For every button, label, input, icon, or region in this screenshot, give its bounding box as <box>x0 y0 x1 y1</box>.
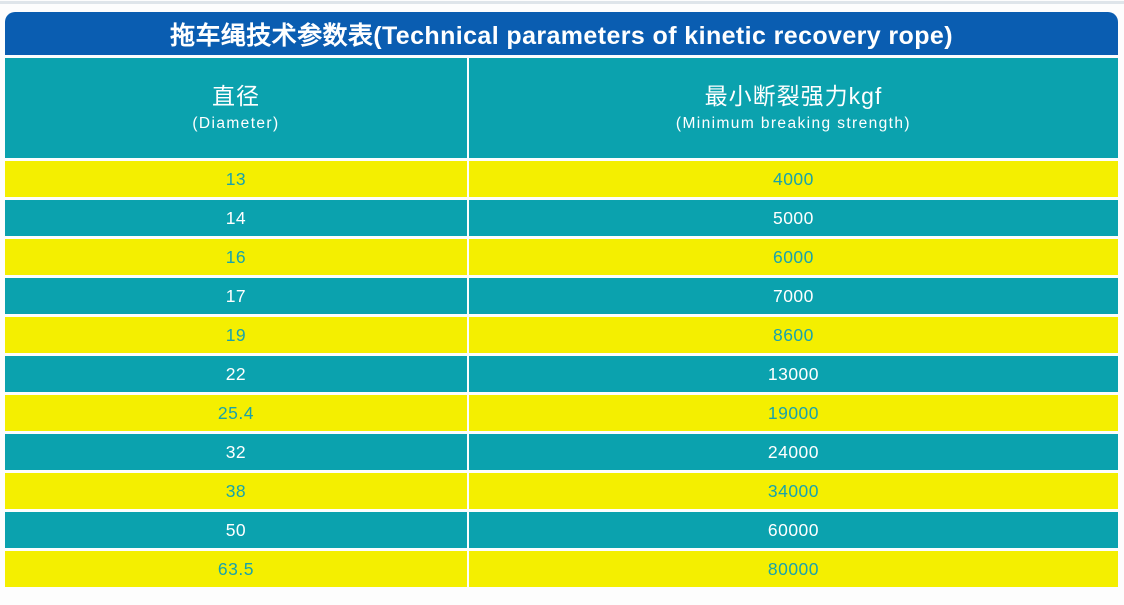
diameter-cell: 63.5 <box>5 551 467 587</box>
diameter-cell: 32 <box>5 434 467 470</box>
table-row: 50 60000 <box>5 512 1118 548</box>
diameter-cell: 17 <box>5 278 467 314</box>
table-title-bar: 拖车绳技术参数表(Technical parameters of kinetic… <box>5 12 1118 55</box>
strength-cell: 60000 <box>468 512 1118 548</box>
strength-cell: 5000 <box>468 200 1118 236</box>
strength-cell: 24000 <box>468 434 1118 470</box>
strength-cell: 19000 <box>468 395 1118 431</box>
table-row: 32 24000 <box>5 434 1118 470</box>
diameter-cell: 25.4 <box>5 395 467 431</box>
table-header-row: 直径 (Diameter) 最小断裂强力kgf (Minimum breakin… <box>5 58 1118 158</box>
table-row: 38 34000 <box>5 473 1118 509</box>
table-row: 17 7000 <box>5 278 1118 314</box>
top-divider-line <box>0 1 1124 4</box>
table-title: 拖车绳技术参数表(Technical parameters of kinetic… <box>170 21 953 50</box>
strength-header-en: (Minimum breaking strength) <box>675 114 911 132</box>
diameter-cell: 38 <box>5 473 467 509</box>
diameter-cell: 13 <box>5 161 467 197</box>
strength-cell: 8600 <box>468 317 1118 353</box>
table-row: 63.5 80000 <box>5 551 1118 587</box>
strength-cell: 13000 <box>468 356 1118 392</box>
diameter-cell: 16 <box>5 239 467 275</box>
parameters-table: 拖车绳技术参数表(Technical parameters of kinetic… <box>5 12 1118 590</box>
diameter-cell: 22 <box>5 356 467 392</box>
strength-cell: 34000 <box>468 473 1118 509</box>
strength-cell: 6000 <box>468 239 1118 275</box>
table-row: 13 4000 <box>5 161 1118 197</box>
diameter-header-zh: 直径 <box>211 82 260 109</box>
diameter-cell: 19 <box>5 317 467 353</box>
table-row: 25.4 19000 <box>5 395 1118 431</box>
diameter-cell: 50 <box>5 512 467 548</box>
diameter-header-cell: 直径 (Diameter) <box>5 58 467 158</box>
strength-cell: 7000 <box>468 278 1118 314</box>
strength-header-cell: 最小断裂强力kgf (Minimum breaking strength) <box>468 58 1118 158</box>
table-row: 22 13000 <box>5 356 1118 392</box>
table-row: 16 6000 <box>5 239 1118 275</box>
diameter-cell: 14 <box>5 200 467 236</box>
strength-cell: 4000 <box>468 161 1118 197</box>
strength-cell: 80000 <box>468 551 1118 587</box>
strength-header-zh: 最小断裂强力kgf <box>704 82 883 109</box>
diameter-header-en: (Diameter) <box>192 114 280 132</box>
table-row: 14 5000 <box>5 200 1118 236</box>
table-row: 19 8600 <box>5 317 1118 353</box>
table-body: 13 4000 14 5000 16 6000 17 7000 19 8600 … <box>5 161 1118 587</box>
